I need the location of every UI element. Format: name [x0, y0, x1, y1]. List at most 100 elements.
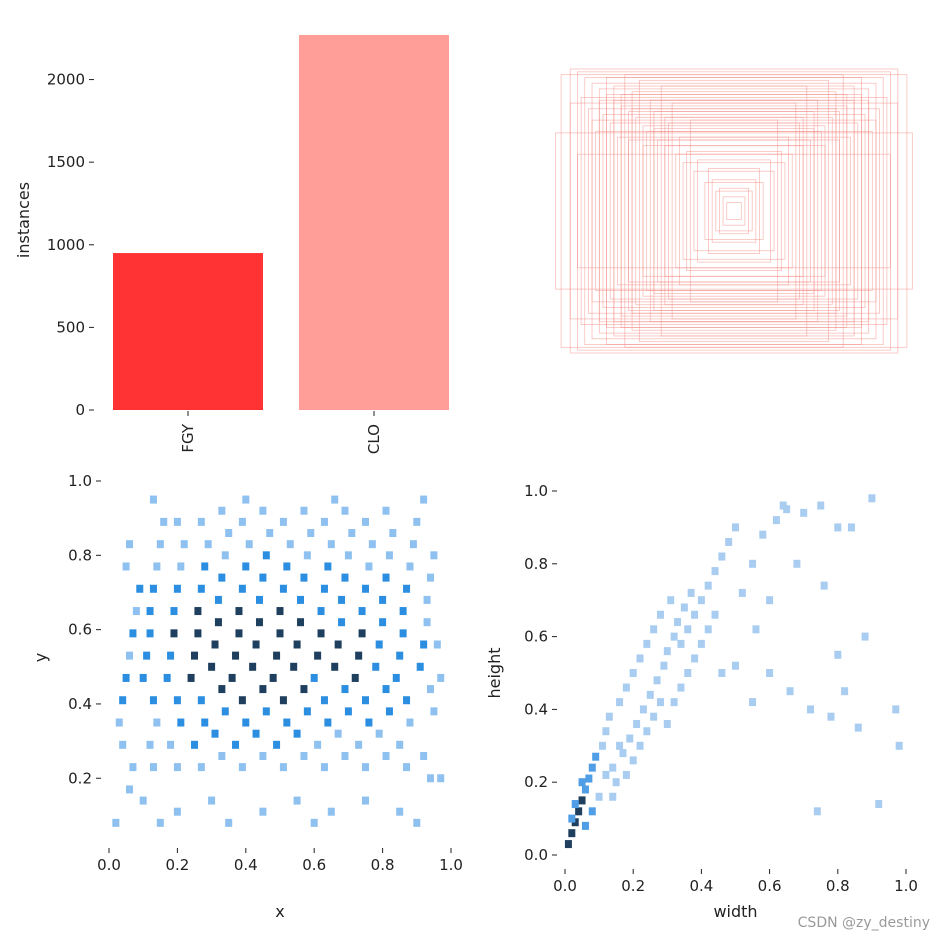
hist-cell-2	[122, 673, 130, 682]
hist-cell-110	[317, 629, 325, 638]
hist-cell-183	[259, 807, 267, 816]
hist-cell-31	[653, 676, 661, 685]
box-40	[689, 119, 779, 303]
hist-cell-91	[752, 625, 760, 634]
hist-cell-96	[290, 662, 298, 671]
hist-cell-117	[320, 517, 328, 526]
hist-cell-90	[279, 584, 287, 593]
hist-cell-112	[324, 718, 332, 727]
hist-cell-195	[242, 495, 250, 504]
hist-cell-189	[225, 818, 233, 827]
hist-cell-94	[273, 740, 281, 749]
hist-cell-43	[201, 562, 209, 571]
hist-cell-92	[766, 596, 774, 605]
hist-cell-159	[403, 696, 411, 705]
ylabel: height	[485, 648, 504, 699]
box-48	[628, 139, 840, 283]
box-51	[664, 116, 804, 306]
hist-cell-52	[221, 707, 229, 716]
hist-cell-107	[300, 751, 308, 760]
hist-cell-36	[670, 632, 678, 641]
hist-cell-94	[820, 581, 828, 590]
hist-cell-128	[348, 529, 356, 538]
ytick-label: 0.6	[524, 628, 548, 646]
hist-cell-54	[218, 573, 226, 582]
hist-cell-197	[420, 495, 428, 504]
hist-cell-152	[389, 529, 397, 538]
hist-cell-17	[605, 712, 613, 721]
box-45	[569, 102, 899, 320]
hist-cell-168	[416, 662, 424, 671]
hist-cell-69	[238, 517, 246, 526]
hist-cell-82	[252, 729, 260, 738]
hist-cell-78	[259, 573, 267, 582]
hist-cell-41	[194, 607, 202, 616]
hist-cell-127	[344, 551, 352, 560]
xtick-label: 0.6	[758, 877, 782, 895]
hist-cell-28	[643, 639, 651, 648]
hist-cell-45	[197, 517, 205, 526]
hist-cell-104	[307, 529, 315, 538]
hist-cell-148	[385, 707, 393, 716]
hist-cell-142	[355, 740, 363, 749]
hist-cell-5	[132, 607, 140, 616]
hist-cell-41	[687, 588, 695, 597]
hist-cell-97	[293, 640, 301, 649]
hist-cell-72	[817, 501, 825, 510]
hist-cell-46	[718, 552, 726, 561]
hist-cell-1	[119, 696, 127, 705]
hist-cell-75	[861, 632, 869, 641]
hist-cell-88	[749, 698, 757, 707]
hist-cell-93	[279, 517, 287, 526]
hist-cell-52	[691, 654, 699, 663]
hist-cell-0	[115, 718, 123, 727]
hist-cell-138	[362, 584, 369, 593]
hist-cell-56	[225, 529, 233, 538]
hist-cell-74	[255, 618, 263, 627]
hist-cell-66	[238, 584, 246, 593]
hist-cell-39	[680, 603, 688, 612]
hist-cell-151	[385, 551, 393, 560]
hist-cell-20	[616, 698, 624, 707]
hist-cell-174	[426, 573, 434, 582]
ytick-label: 0.2	[524, 773, 548, 791]
hist-cell-102	[300, 573, 308, 582]
ytick-label: 0.4	[68, 695, 92, 713]
hist-cell-103	[303, 551, 311, 560]
hist-cell-33	[173, 517, 181, 526]
xtick-label: 0.8	[371, 856, 395, 874]
hist-cell-80	[266, 529, 274, 538]
hist-cell-62	[697, 639, 705, 648]
hist-cell-51	[684, 669, 692, 677]
ytick-label: 1.0	[524, 482, 548, 500]
hist-cell-186	[362, 796, 369, 805]
box-22	[577, 153, 891, 269]
xtick-label: 1.0	[894, 877, 918, 895]
hist-cell-161	[399, 607, 407, 616]
box-0	[722, 196, 746, 226]
hist-cell-136	[365, 718, 373, 727]
hist-cell-81	[841, 687, 849, 696]
hist-cell-79	[262, 551, 270, 560]
hist-cell-42	[197, 584, 205, 593]
hist-cell-122	[338, 618, 346, 627]
hist-cell-177	[437, 673, 445, 682]
hist-cell-67	[242, 562, 250, 571]
box-6	[664, 145, 804, 277]
hist-cell-47	[197, 763, 205, 772]
hist-cell-131	[341, 751, 349, 760]
box-11	[628, 111, 840, 311]
box-28	[679, 136, 790, 286]
box-2	[704, 182, 764, 240]
hist-cell-40	[684, 625, 692, 634]
hist-cell-137	[358, 607, 366, 616]
box-36	[602, 114, 866, 308]
hist-cell-178	[420, 751, 428, 760]
hist-cell-3	[126, 651, 134, 660]
hist-cell-89	[732, 661, 739, 670]
hist-cell-16	[153, 718, 161, 727]
hist-cell-164	[409, 540, 417, 549]
hist-cell-193	[437, 774, 445, 783]
hist-cell-25	[167, 651, 175, 660]
hist-cell-129	[341, 506, 349, 515]
